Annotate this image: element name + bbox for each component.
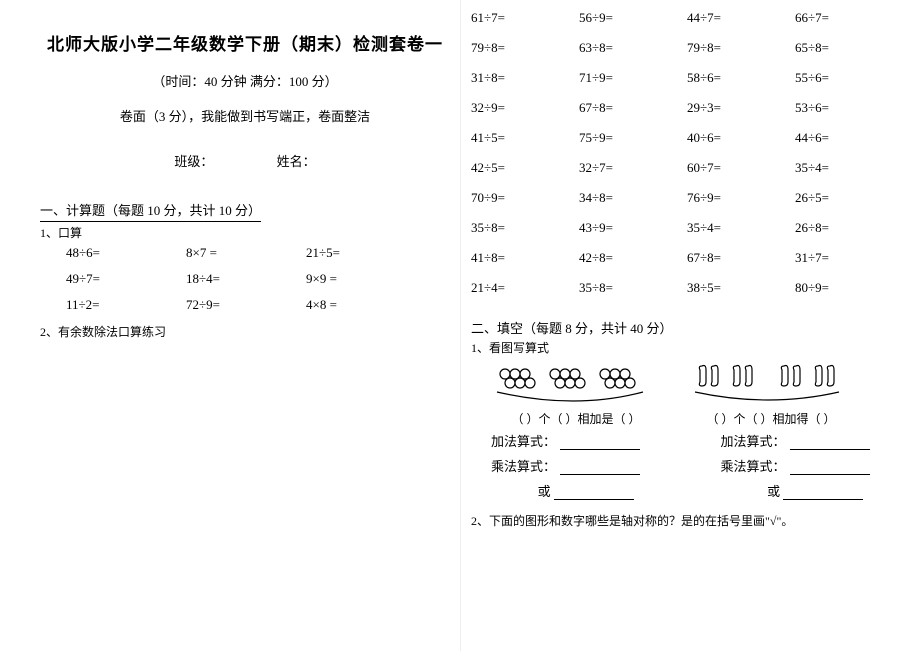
- q2-cell: 21÷4=: [471, 280, 579, 296]
- q2-cell: 75÷9=: [579, 130, 687, 146]
- q1-cell: 8×7 =: [186, 245, 306, 261]
- q2-cell: 61÷7=: [471, 10, 579, 26]
- q2-cell: 58÷6=: [687, 70, 795, 86]
- q2-cell: 76÷9=: [687, 190, 795, 206]
- q2-cell: 53÷6=: [795, 100, 903, 116]
- q2-cell: 35÷8=: [579, 280, 687, 296]
- q2-cell: 35÷4=: [795, 160, 903, 176]
- q2-cell: 65÷8=: [795, 40, 903, 56]
- q2-cell: 55÷6=: [795, 70, 903, 86]
- blank: [554, 486, 634, 500]
- q2-cell: 32÷9=: [471, 100, 579, 116]
- or-label: 或: [538, 481, 551, 500]
- blank: [790, 461, 870, 475]
- exam-time-score: （时间：40 分钟 满分：100 分）: [40, 71, 450, 90]
- blank: [560, 461, 640, 475]
- q2-cell: 56÷9=: [579, 10, 687, 26]
- caption-right: （ ）个（ ）相加得（ ）: [691, 410, 851, 427]
- mul-label: 乘法算式：: [491, 456, 556, 475]
- q2-cell: 42÷5=: [471, 160, 579, 176]
- q1-cell: 4×8 =: [306, 297, 426, 313]
- q2-cell: 67÷8=: [687, 250, 795, 266]
- blank: [790, 436, 870, 450]
- section2-sub1: 1、看图写算式: [471, 339, 910, 356]
- or-label: 或: [767, 481, 780, 500]
- q2-cell: 80÷9=: [795, 280, 903, 296]
- q2-cell: 31÷7=: [795, 250, 903, 266]
- q2-cell: 44÷6=: [795, 130, 903, 146]
- q2-grid: 61÷7=56÷9=44÷7=66÷7=79÷8=63÷8=79÷8=65÷8=…: [471, 10, 910, 310]
- q2-cell: 71÷9=: [579, 70, 687, 86]
- q2-cell: 70÷9=: [471, 190, 579, 206]
- q1-table: 48÷6= 8×7 = 21÷5= 49÷7= 18÷4= 9×9 = 11÷2…: [66, 245, 450, 313]
- picture-area: （ ）个（ ）相加是（ ）: [491, 362, 910, 427]
- apples-icon: [491, 362, 661, 408]
- q2-cell: 43÷9=: [579, 220, 687, 236]
- q2-cell: 31÷8=: [471, 70, 579, 86]
- add-label: 加法算式：: [721, 431, 786, 450]
- blank: [560, 436, 640, 450]
- mul-label: 乘法算式：: [721, 456, 786, 475]
- q2-cell: 63÷8=: [579, 40, 687, 56]
- q2-cell: 26÷8=: [795, 220, 903, 236]
- q2-cell: 29÷3=: [687, 100, 795, 116]
- add-label: 加法算式：: [491, 431, 556, 450]
- section2-sub2: 2、下面的图形和数字哪些是轴对称的？是的在括号里画"√"。: [471, 512, 910, 529]
- q2-cell: 42÷8=: [579, 250, 687, 266]
- q2-cell: 40÷6=: [687, 130, 795, 146]
- q2-cell: 35÷4=: [687, 220, 795, 236]
- q1-cell: 49÷7=: [66, 271, 186, 287]
- formula-area: 加法算式： 乘法算式： 或 加法算式： 乘法算式： 或: [491, 431, 910, 506]
- q2-subhead: 2、有余数除法口算练习: [40, 323, 450, 340]
- q2-cell: 60÷7=: [687, 160, 795, 176]
- q2-cell: 26÷5=: [795, 190, 903, 206]
- q2-cell: 41÷8=: [471, 250, 579, 266]
- q1-cell: 48÷6=: [66, 245, 186, 261]
- q2-cell: 32÷7=: [579, 160, 687, 176]
- q2-cell: 66÷7=: [795, 10, 903, 26]
- q2-cell: 41÷5=: [471, 130, 579, 146]
- exam-title: 北师大版小学二年级数学下册（期末）检测套卷一: [40, 30, 450, 55]
- blank: [783, 486, 863, 500]
- q1-cell: 18÷4=: [186, 271, 306, 287]
- q2-cell: 67÷8=: [579, 100, 687, 116]
- class-label: 班级：: [174, 154, 213, 169]
- q1-subhead: 1、口算: [40, 224, 450, 241]
- q1-cell: 21÷5=: [306, 245, 426, 261]
- q1-cell: 9×9 =: [306, 271, 426, 287]
- section2-header: 二、填空（每题 8 分，共计 40 分）: [471, 318, 910, 337]
- q2-cell: 79÷8=: [471, 40, 579, 56]
- student-info: 班级： 姓名：: [40, 151, 450, 170]
- q2-cell: 44÷7=: [687, 10, 795, 26]
- q2-cell: 35÷8=: [471, 220, 579, 236]
- gloves-icon: [691, 362, 851, 408]
- q1-cell: 72÷9=: [186, 297, 306, 313]
- q2-cell: 34÷8=: [579, 190, 687, 206]
- section1-header: 一、计算题（每题 10 分，共计 10 分）: [40, 198, 450, 222]
- exam-note: 卷面（3 分），我能做到书写端正，卷面整洁: [40, 106, 450, 125]
- name-label: 姓名：: [277, 154, 316, 169]
- q2-cell: 79÷8=: [687, 40, 795, 56]
- caption-left: （ ）个（ ）相加是（ ）: [491, 410, 661, 427]
- q2-cell: 38÷5=: [687, 280, 795, 296]
- q1-cell: 11÷2=: [66, 297, 186, 313]
